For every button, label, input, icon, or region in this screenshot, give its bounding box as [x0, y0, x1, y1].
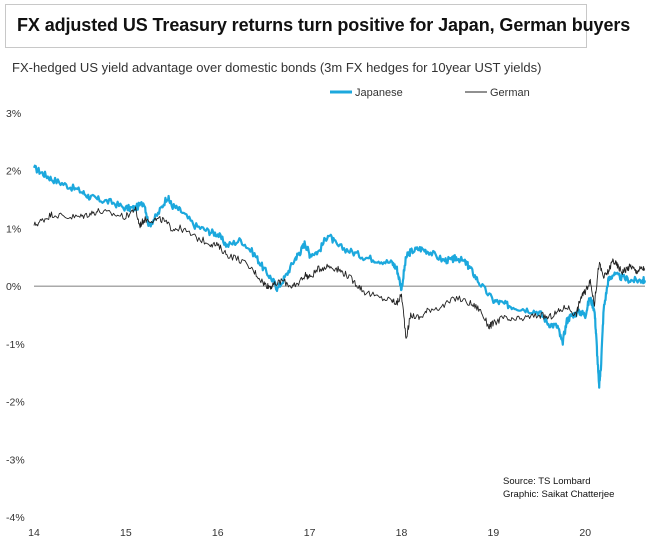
y-tick-label: 0% [6, 281, 21, 293]
x-tick-label: 18 [396, 527, 408, 539]
x-tick-label: 16 [212, 527, 224, 539]
y-tick-label: -4% [6, 512, 25, 524]
y-tick-label: -3% [6, 454, 25, 466]
x-tick-label: 19 [488, 527, 500, 539]
title-box: FX adjusted US Treasury returns turn pos… [5, 4, 630, 48]
x-tick-label: 20 [579, 527, 591, 539]
chart-subtitle: FX-hedged US yield advantage over domest… [12, 60, 542, 75]
source-note: Source: TS Lombard [503, 476, 590, 487]
legend-label: Japanese [355, 87, 403, 99]
graphic-credit: Graphic: Saikat Chatterjee [503, 489, 614, 500]
y-tick-label: 2% [6, 166, 21, 178]
y-tick-label: -1% [6, 339, 25, 351]
y-tick-label: 3% [6, 108, 21, 120]
chart-title: FX adjusted US Treasury returns turn pos… [17, 15, 631, 35]
x-tick-label: 14 [28, 527, 40, 539]
y-tick-label: 1% [6, 223, 21, 235]
x-tick-label: 17 [304, 527, 316, 539]
legend-label: German [490, 87, 530, 99]
series-line-german [33, 206, 646, 339]
x-tick-label: 15 [120, 527, 132, 539]
y-tick-label: -2% [6, 397, 25, 409]
series-line-japanese [32, 164, 647, 389]
